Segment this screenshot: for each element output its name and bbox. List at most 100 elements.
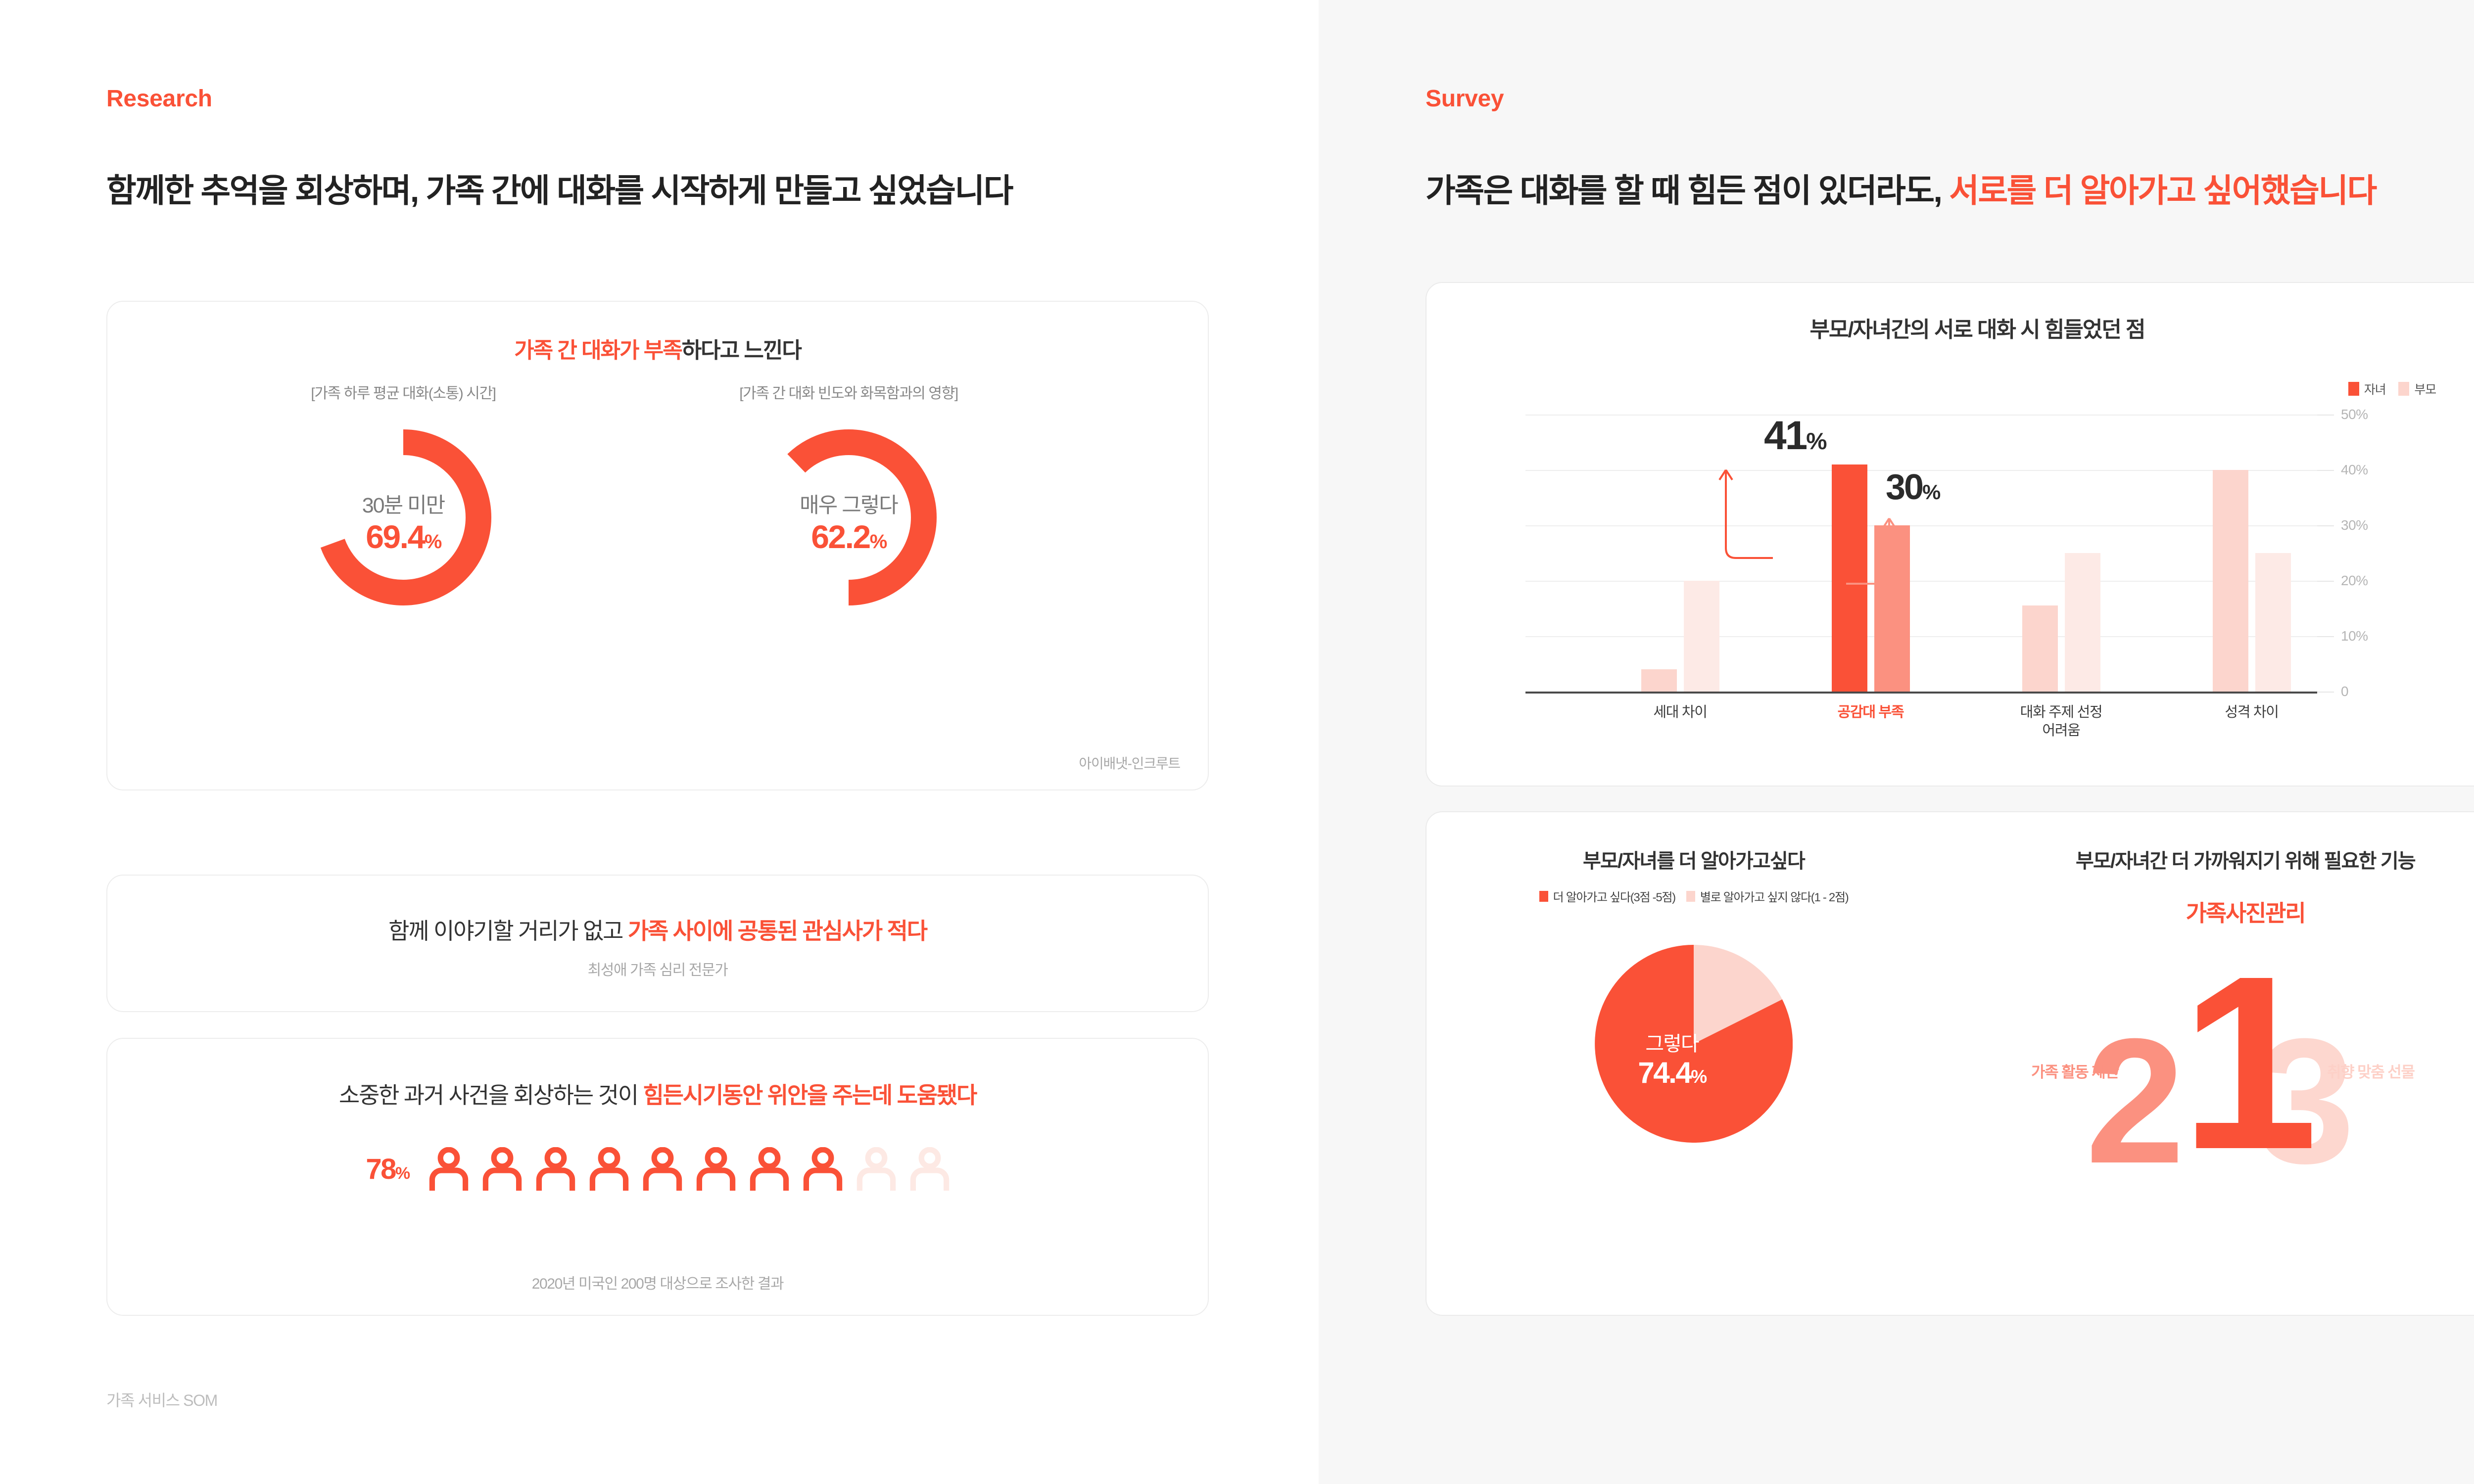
card3-quote: 소중한 과거 사건을 회상하는 것이 힘든시기동안 위안을 주는데 도움됐다 [107, 1077, 1208, 1110]
card2-quote-plain: 함께 이야기할 거리가 없고 [388, 918, 628, 944]
bar-chart-legend: 자녀 부모 [2348, 380, 2436, 398]
callout-41-value: 41 [1764, 413, 1808, 458]
card1-title-rest: 하다고 느낀다 [681, 338, 802, 363]
card-conversation-difficulty-chart: 부모/자녀간의 서로 대화 시 힘들었던 점 자녀 부모 0 10% 20% 30% 4… [1426, 282, 2474, 787]
person-icon-filled [643, 1147, 682, 1191]
y-tick-label: 40% [2341, 462, 2368, 477]
research-eyebrow: Research [106, 86, 212, 112]
y-tick-label: 50% [2341, 407, 2368, 422]
legend-swatch-parent-icon [2398, 382, 2410, 396]
survey-eyebrow: Survey [1426, 86, 1504, 112]
legend-item-child: 자녀 [2348, 380, 2386, 398]
person-icon-filled [803, 1147, 842, 1191]
card-reminiscence-stat: 소중한 과거 사건을 회상하는 것이 힘든시기동안 위안을 주는데 도움됐다 7… [106, 1038, 1209, 1316]
callout-41-unit: % [1806, 428, 1827, 455]
grid-line [1525, 636, 2317, 637]
pie-title-bold: 더 알아가고싶다 [1678, 850, 1806, 872]
rank-number-1: 1 [2181, 924, 2318, 1201]
pie-chart: 그렇다 74.4% [1595, 945, 1793, 1143]
survey-headline: 가족은 대화를 할 때 힘든 점이 있더라도, 서로를 더 알아가고 싶어했습니… [1426, 164, 2377, 212]
pie-center-caption: 그렇다 [1645, 1032, 1699, 1055]
research-headline-text: 함께한 추억을 회상하며, 가족 간에 대화를 시작하게 만들고 싶었습니다 [106, 172, 1013, 209]
bar-chart-title: 부모/자녀간의 서로 대화 시 힘들었던 점 [1809, 318, 2145, 342]
card2-quote-highlight: 가족 사이에 공통된 관심사가 적다 [627, 918, 928, 944]
card-survey-bottom: 부모/자녀를 더 알아가고싶다 더 알아가고 싶다(3점 -5점) 별로 알아가… [1426, 811, 2474, 1316]
donut-2: 매우 그렇다 62.2% [675, 418, 1022, 631]
card3-source: 2020년 미국인 200명 대상으로 조사한 결과 [531, 1276, 784, 1292]
grid-line [1525, 470, 2317, 471]
rank-number-3: 3 [2256, 1002, 2355, 1201]
research-panel: Research 함께한 추억을 회상하며, 가족 간에 대화를 시작하게 만들… [106, 86, 1209, 1409]
people-percent-number: 78 [366, 1153, 396, 1185]
y-tick-dash [2317, 415, 2334, 416]
x-axis-line [1525, 692, 2317, 694]
legend-swatch-child-icon [2348, 382, 2359, 396]
bar-자녀-2 [2022, 605, 2058, 692]
pie-legend: 더 알아가고 싶다(3점 -5점) 별로 알아가고 싶지 않다(1 - 2점) [1446, 887, 1941, 905]
pie-chart-title: 부모/자녀를 더 알아가고싶다 [1446, 845, 1941, 874]
legend-item-parent: 부모 [2398, 380, 2436, 398]
people-pictogram: 78% [107, 1137, 1208, 1201]
survey-panel: Survey 가족은 대화를 할 때 힘든 점이 있더라도, 서로를 더 알아가… [1319, 0, 2474, 1484]
donut-2-label: [가족 간 대화 빈도와 화목함과의 영향] [739, 385, 958, 402]
pie-title-plain: 부모/자녀를 [1583, 850, 1679, 872]
donut-1-label: [가족 하루 평균 대화(소통) 시간] [311, 385, 496, 402]
y-tick-dash [2317, 470, 2334, 471]
pie-center-label: 그렇다 74.4% [1622, 1032, 1721, 1091]
person-icon-filled [589, 1147, 628, 1191]
pie-legend-swatch-no-icon [1686, 890, 1695, 902]
pie-legend-label-no: 별로 알아가고 싶지 않다(1 - 2점) [1700, 891, 1849, 904]
donut-1: 30분 미만 69.4% [230, 418, 576, 631]
pie-legend-item-yes: 더 알아가고 싶다(3점 -5점) [1539, 887, 1676, 905]
bar-chart-plot: 0 10% 20% 30% 40% 50% 세대 차이 공감대 부족 대화 주제 선정 어려움 성격… [1525, 407, 2381, 739]
y-tick-dash [2317, 636, 2334, 637]
pie-center-value-unit: % [1691, 1067, 1707, 1087]
bar-부모-2 [2064, 553, 2100, 692]
card1-title-highlight: 가족 간 대화가 부족 [514, 338, 683, 363]
card-family-conversation-stats: 가족 간 대화가 부족하다고 느낀다 [가족 하루 평균 대화(소통) 시간] … [106, 301, 1209, 790]
ranking-top-label: 가족사진관리 [2186, 900, 2306, 926]
rank-label-2: 가족 활동 제안 [2031, 1064, 2119, 1081]
research-headline: 함께한 추억을 회상하며, 가족 간에 대화를 시작하게 만들고 싶었습니다 [106, 164, 1013, 212]
card2-quote: 함께 이야기할 거리가 없고 가족 사이에 공통된 관심사가 적다 [107, 913, 1208, 946]
y-tick-label: 10% [2341, 628, 2368, 644]
bar-자녀-0 [1641, 669, 1677, 692]
rank-label-3: 취향 맞춤 선물 [2327, 1064, 2415, 1081]
grid-line [1525, 415, 2317, 416]
card3-quote-plain: 소중한 과거 사건을 회상하는 것이 [338, 1082, 643, 1108]
bar-부모-0 [1683, 581, 1719, 692]
legend-label-parent: 부모 [2414, 383, 2436, 397]
legend-label-child: 자녀 [2364, 383, 2386, 397]
card3-quote-highlight: 힘든시기동안 위안을 주는데 도움됐다 [643, 1082, 977, 1108]
x-axis-category-label: 성격 차이 [2225, 704, 2279, 720]
ranking-title: 부모/자녀간 더 가까워지기 위해 필요한 기능 [2076, 850, 2416, 872]
person-icon-filled [536, 1147, 575, 1191]
pie-chart-svg [1595, 945, 1793, 1143]
callout-30-value: 30 [1886, 467, 1924, 507]
rank-number-2: 2 [2086, 1002, 2185, 1201]
pie-center-value: 74.4% [1622, 1056, 1721, 1091]
pie-legend-label-yes: 더 알아가고 싶다(3점 -5점) [1553, 891, 1676, 904]
person-icon-filled [429, 1147, 468, 1191]
grid-line [1525, 525, 2317, 526]
person-icon-filled [696, 1147, 735, 1191]
donut-2-chart [761, 429, 937, 605]
donut-1-chart [315, 429, 491, 605]
card1-source: 아이배냇-인크루트 [1079, 756, 1181, 771]
y-tick-dash [2317, 581, 2334, 582]
person-icon-filled [750, 1147, 789, 1191]
card2-source: 최성애 가족 심리 전문가 [587, 962, 728, 978]
y-tick-dash [2317, 692, 2334, 693]
y-tick-label: 30% [2341, 517, 2368, 533]
y-tick-label: 20% [2341, 573, 2368, 588]
x-axis-category-label: 세대 차이 [1653, 704, 1708, 720]
bar-부모-3 [2255, 553, 2291, 692]
callout-30: 30% [1886, 467, 1941, 508]
callout-41: 41% [1764, 413, 1827, 459]
person-icon-filled [482, 1147, 522, 1191]
person-icon-empty [856, 1147, 896, 1191]
y-tick-label: 0 [2341, 684, 2349, 699]
bar-자녀-3 [2212, 470, 2248, 692]
card1-title: 가족 간 대화가 부족하다고 느낀다 [107, 332, 1208, 364]
